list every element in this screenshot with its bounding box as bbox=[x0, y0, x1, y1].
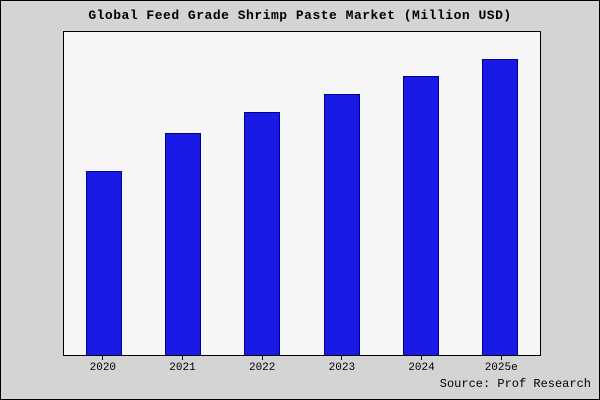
bars bbox=[64, 32, 540, 355]
plot-area bbox=[63, 31, 541, 356]
x-tick-label-2023: 2023 bbox=[328, 362, 356, 374]
bar-2025e bbox=[482, 58, 519, 355]
x-tick-label-2020: 2020 bbox=[89, 362, 117, 374]
x-axis-labels: 2020 2021 2022 2023 2024 2025e bbox=[63, 356, 541, 380]
bar-slot bbox=[223, 32, 302, 355]
xlabel-slot: 2025e bbox=[461, 356, 541, 380]
bar-2022 bbox=[244, 112, 281, 355]
tick-mark bbox=[500, 356, 502, 360]
bar-2023 bbox=[323, 94, 360, 355]
bar-slot bbox=[461, 32, 540, 355]
xlabel-slot: 2024 bbox=[382, 356, 462, 380]
source-text: Source: Prof Research bbox=[439, 377, 591, 391]
tick-mark bbox=[102, 356, 104, 360]
x-tick-label-2022: 2022 bbox=[248, 362, 276, 374]
xlabel-slot: 2023 bbox=[302, 356, 382, 380]
xlabel-slot: 2021 bbox=[143, 356, 223, 380]
bar-slot bbox=[302, 32, 381, 355]
tick-mark bbox=[341, 356, 343, 360]
xlabel-slot: 2022 bbox=[222, 356, 302, 380]
bar-slot bbox=[381, 32, 460, 355]
tick-mark bbox=[261, 356, 263, 360]
bar-slot bbox=[64, 32, 143, 355]
bar-2021 bbox=[164, 132, 201, 355]
x-tick-label-2021: 2021 bbox=[169, 362, 196, 374]
tick-mark bbox=[421, 356, 423, 360]
x-tick-label-2025e: 2025e bbox=[484, 362, 518, 374]
tick-mark bbox=[182, 356, 183, 360]
x-tick-label-2024: 2024 bbox=[408, 362, 435, 374]
bar-2024 bbox=[402, 76, 439, 355]
bar-2020 bbox=[85, 171, 122, 355]
bar-slot bbox=[143, 32, 222, 355]
chart-title: Global Feed Grade Shrimp Paste Market (M… bbox=[88, 8, 512, 23]
xlabel-slot: 2020 bbox=[63, 356, 143, 380]
